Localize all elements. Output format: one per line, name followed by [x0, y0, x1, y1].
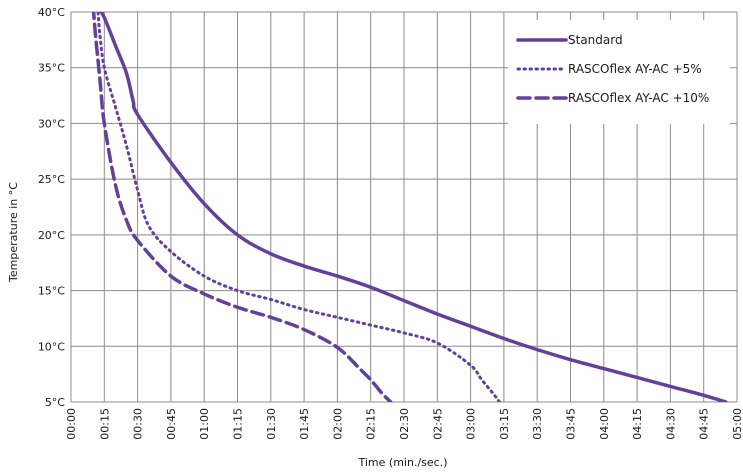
series-line-1 [99, 12, 728, 402]
legend-label: Standard [568, 33, 623, 47]
series-line-2 [96, 12, 501, 402]
x-tick-label: 04:45 [698, 408, 711, 440]
y-tick-label: 25°C [38, 173, 65, 186]
legend-box [508, 20, 730, 124]
x-tick-label: 02:30 [398, 408, 411, 440]
series-line-3 [91, 12, 393, 402]
y-tick-label: 20°C [38, 229, 65, 242]
x-tick-label: 04:00 [598, 408, 611, 440]
legend-label: RASCOflex AY-AC +5% [568, 62, 702, 76]
x-tick-label: 01:30 [265, 408, 278, 440]
x-tick-label: 05:00 [731, 408, 743, 440]
x-tick-label: 02:15 [365, 408, 378, 440]
x-tick-label: 00:30 [132, 408, 145, 440]
x-tick-label: 03:15 [498, 408, 511, 440]
x-tick-label: 01:45 [298, 408, 311, 440]
x-tick-label: 00:00 [65, 408, 78, 440]
x-tick-label: 04:30 [664, 408, 677, 440]
x-tick-label: 00:15 [98, 408, 111, 440]
legend: Standard RASCOflex AY-AC +5% RASCOflex AY-… [508, 20, 730, 124]
x-axis-ticks: 00:00 00:15 00:30 00:45 01:00 01:15 01:30 01:45… [65, 408, 743, 440]
grid [70, 11, 738, 403]
x-axis-label: Time (min./sec.) [358, 456, 448, 469]
x-tick-label: 02:00 [331, 408, 344, 440]
y-axis-label: Temperature in °C [7, 182, 20, 283]
y-tick-label: 10°C [38, 340, 65, 353]
x-tick-label: 03:00 [465, 408, 478, 440]
y-tick-label: 15°C [38, 285, 65, 298]
y-tick-label: 40°C [38, 6, 65, 19]
x-tick-label: 00:45 [165, 408, 178, 440]
x-tick-label: 03:30 [531, 408, 544, 440]
y-tick-label: 5°C [45, 396, 65, 409]
x-tick-label: 01:00 [198, 408, 211, 440]
legend-label: RASCOflex AY-AC +10% [568, 91, 709, 105]
y-axis-ticks: 5°C 10°C 15°C 20°C 25°C 30°C 35°C 40°C [38, 6, 65, 409]
x-tick-label: 01:15 [232, 408, 245, 440]
x-tick-label: 03:45 [565, 408, 578, 440]
series-lines [91, 12, 728, 402]
y-tick-label: 30°C [38, 117, 65, 130]
x-tick-label: 02:45 [431, 408, 444, 440]
x-tick-label: 04:15 [631, 408, 644, 440]
y-tick-label: 35°C [38, 62, 65, 75]
